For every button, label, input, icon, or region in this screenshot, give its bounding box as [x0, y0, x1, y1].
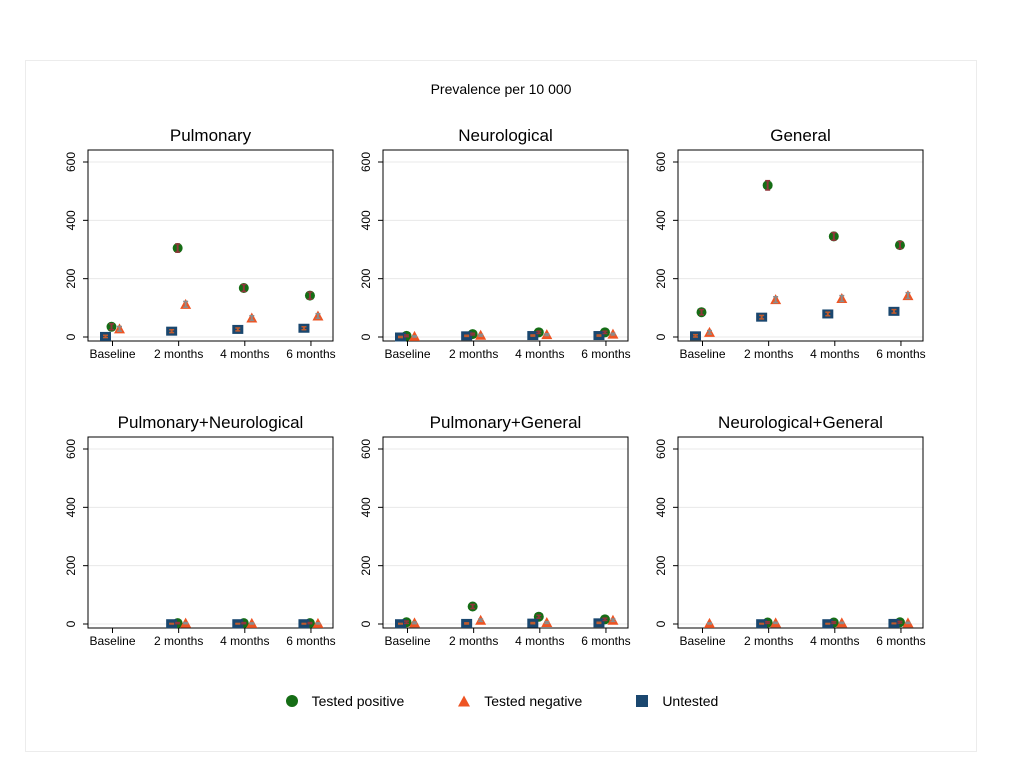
subplot-general: 0 200 400 600 Baseline 2 months 4 months 6 mont… [654, 126, 926, 361]
figure-canvas: Prevalence per 10 000 0 200 400 600 Baseline… [25, 60, 977, 752]
x-tick-label: Baseline [89, 634, 135, 648]
legend-label: Tested negative [484, 693, 583, 709]
x-tick-label: 6 months [876, 634, 925, 648]
x-tick-label: 4 months [220, 347, 269, 361]
panel-title: Pulmonary+Neurological [118, 413, 304, 432]
x-tick-label: 2 months [154, 634, 203, 648]
panel-title: General [770, 126, 830, 145]
untested-marker-icon [636, 695, 649, 707]
x-tick-label: 6 months [286, 634, 335, 648]
x-tick-label: Baseline [679, 634, 725, 648]
y-tick-label: 0 [359, 333, 373, 340]
y-tick-label: 0 [654, 620, 668, 627]
y-tick-label: 600 [359, 439, 373, 459]
y-tick-label: 600 [359, 152, 373, 172]
y-tick-label: 400 [359, 210, 373, 230]
plot-area [87, 436, 334, 629]
legend-item-untested: Untested [634, 693, 718, 709]
tested-positive-marker-icon [285, 695, 298, 707]
y-tick-label: 400 [64, 210, 78, 230]
y-tick-label: 400 [359, 497, 373, 517]
x-tick-label: 6 months [581, 634, 630, 648]
y-tick-label: 0 [64, 333, 78, 340]
y-tick-label: 600 [64, 152, 78, 172]
x-tick-label: 4 months [515, 634, 564, 648]
x-tick-label: 6 months [876, 347, 925, 361]
x-tick-label: 6 months [581, 347, 630, 361]
legend-item-tested-positive: Tested positive [284, 693, 405, 709]
subplot-neurological: 0 200 400 600 Baseline 2 months 4 months 6 mont… [359, 126, 631, 361]
subplot-pulmonary-neurological: 0 200 400 600 Baseline 2 months 4 months 6 mont… [64, 413, 336, 648]
x-tick-label: 2 months [744, 634, 793, 648]
y-tick-label: 200 [654, 555, 668, 575]
panel-title: Pulmonary [170, 126, 252, 145]
subplot-neurological-general: 0 200 400 600 Baseline 2 months 4 months 6 mont… [654, 413, 926, 648]
plot-area [87, 149, 334, 342]
y-tick-label: 400 [654, 210, 668, 230]
plot-area [382, 149, 629, 342]
plot-area [677, 149, 924, 342]
untested-marker [636, 695, 649, 707]
y-tick-label: 200 [64, 268, 78, 288]
x-tick-label: 4 months [220, 634, 269, 648]
panel-title: Neurological [458, 126, 553, 145]
y-tick-label: 600 [64, 439, 78, 459]
y-tick-label: 600 [654, 439, 668, 459]
tested-negative-marker-icon [458, 695, 471, 707]
tested-positive-marker [285, 695, 298, 707]
y-tick-label: 200 [359, 268, 373, 288]
x-tick-label: 2 months [744, 347, 793, 361]
panel-title: Pulmonary+General [430, 413, 582, 432]
tested-negative-marker [458, 695, 471, 707]
y-tick-label: 0 [64, 620, 78, 627]
x-tick-label: Baseline [384, 634, 430, 648]
x-tick-label: Baseline [89, 347, 135, 361]
x-tick-label: 4 months [515, 347, 564, 361]
panels-grid: 0 200 400 600 Baseline 2 months 4 months 6 mont… [61, 125, 946, 648]
y-tick-label: 200 [64, 555, 78, 575]
subplot-pulmonary-general: 0 200 400 600 Baseline 2 months 4 months 6 mont… [359, 413, 631, 648]
x-tick-label: 4 months [810, 634, 859, 648]
x-tick-label: Baseline [679, 347, 725, 361]
x-tick-label: 2 months [154, 347, 203, 361]
figure-title: Prevalence per 10 000 [430, 81, 572, 97]
y-tick-label: 0 [654, 333, 668, 340]
y-tick-label: 400 [64, 497, 78, 517]
panel-title: Neurological+General [718, 413, 883, 432]
y-tick-label: 600 [654, 152, 668, 172]
y-tick-label: 400 [654, 497, 668, 517]
y-tick-label: 200 [359, 555, 373, 575]
x-tick-label: 4 months [810, 347, 859, 361]
plot-area [677, 436, 924, 629]
x-tick-label: 2 months [449, 347, 498, 361]
x-tick-label: Baseline [384, 347, 430, 361]
y-tick-label: 200 [654, 268, 668, 288]
legend-item-tested-negative: Tested negative [456, 693, 582, 709]
x-tick-label: 6 months [286, 347, 335, 361]
legend: Tested positive Tested negative Untested [26, 693, 976, 709]
legend-label: Tested positive [311, 693, 405, 709]
plot-area [382, 436, 629, 629]
subplot-pulmonary: 0 200 400 600 Baseline 2 months 4 months 6 mont… [64, 126, 336, 361]
x-tick-label: 2 months [449, 634, 498, 648]
y-tick-label: 0 [359, 620, 373, 627]
legend-label: Untested [662, 693, 719, 709]
